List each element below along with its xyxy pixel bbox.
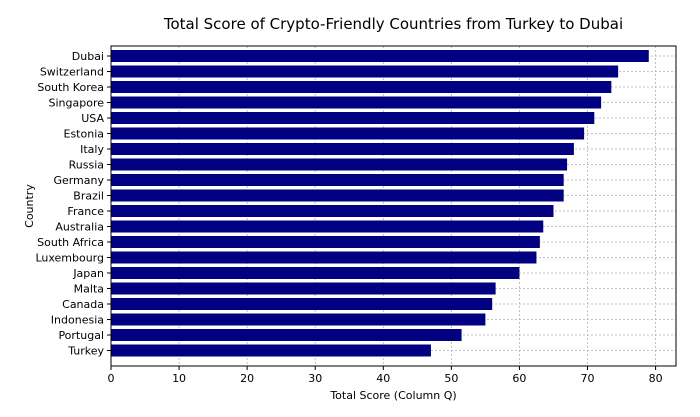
x-tick-label: 60 [512, 372, 526, 385]
y-tick-label: Canada [62, 298, 104, 311]
y-tick-label: Estonia [64, 128, 105, 141]
chart-title: Total Score of Crypto-Friendly Countries… [163, 15, 623, 33]
bar [111, 267, 520, 279]
bar [111, 81, 612, 93]
y-tick-label: Brazil [73, 190, 104, 203]
y-tick-label: Turkey [67, 345, 104, 358]
bar [111, 251, 537, 264]
x-axis: 0 10 20 30 40 50 60 70 80 [108, 366, 663, 385]
y-tick-label: Dubai [72, 50, 104, 63]
bar [111, 96, 602, 109]
x-tick-label: 30 [308, 372, 322, 385]
bars-layer [111, 50, 649, 357]
bar [111, 127, 585, 140]
bar [111, 143, 574, 155]
y-tick-label: Luxembourg [35, 252, 104, 265]
plot-frame [110, 45, 677, 367]
x-axis-label: Total Score (Column Q) [329, 389, 456, 402]
x-tick-label: 70 [581, 372, 595, 385]
bar [111, 189, 564, 202]
y-tick-label: France [67, 205, 104, 218]
y-tick-label: Portugal [58, 329, 104, 342]
x-tick-label: 40 [376, 372, 390, 385]
x-tick-label: 50 [444, 372, 458, 385]
y-tick-label: South Africa [37, 236, 104, 249]
y-axis: Dubai Switzerland South Korea Singapore USA E… [35, 50, 111, 358]
y-tick-label: Malta [74, 283, 104, 296]
bar [111, 344, 431, 357]
bar [111, 236, 540, 248]
y-tick-label: USA [81, 112, 104, 125]
bar [111, 65, 619, 78]
y-tick-label: Australia [55, 221, 104, 234]
y-tick-label: Singapore [49, 97, 105, 110]
x-tick-label: 80 [649, 372, 663, 385]
x-tick-label: 0 [108, 372, 115, 385]
y-tick-label: South Korea [37, 81, 104, 94]
bar [111, 158, 568, 171]
y-tick-label: Germany [53, 174, 104, 187]
bar [111, 329, 462, 341]
y-tick-label: Switzerland [40, 66, 104, 79]
bar [111, 282, 496, 295]
bar [111, 220, 544, 233]
bar [111, 174, 564, 186]
y-tick-label: Italy [80, 143, 104, 156]
bar [111, 313, 486, 326]
bar [111, 298, 493, 310]
bar [111, 112, 595, 124]
y-axis-label: Country [23, 184, 36, 228]
x-tick-label: 10 [172, 372, 186, 385]
bar [111, 50, 649, 62]
bar [111, 205, 554, 217]
y-tick-label: Russia [69, 159, 104, 172]
x-tick-label: 20 [240, 372, 254, 385]
y-tick-label: Indonesia [51, 314, 104, 327]
y-tick-label: Japan [72, 267, 104, 280]
